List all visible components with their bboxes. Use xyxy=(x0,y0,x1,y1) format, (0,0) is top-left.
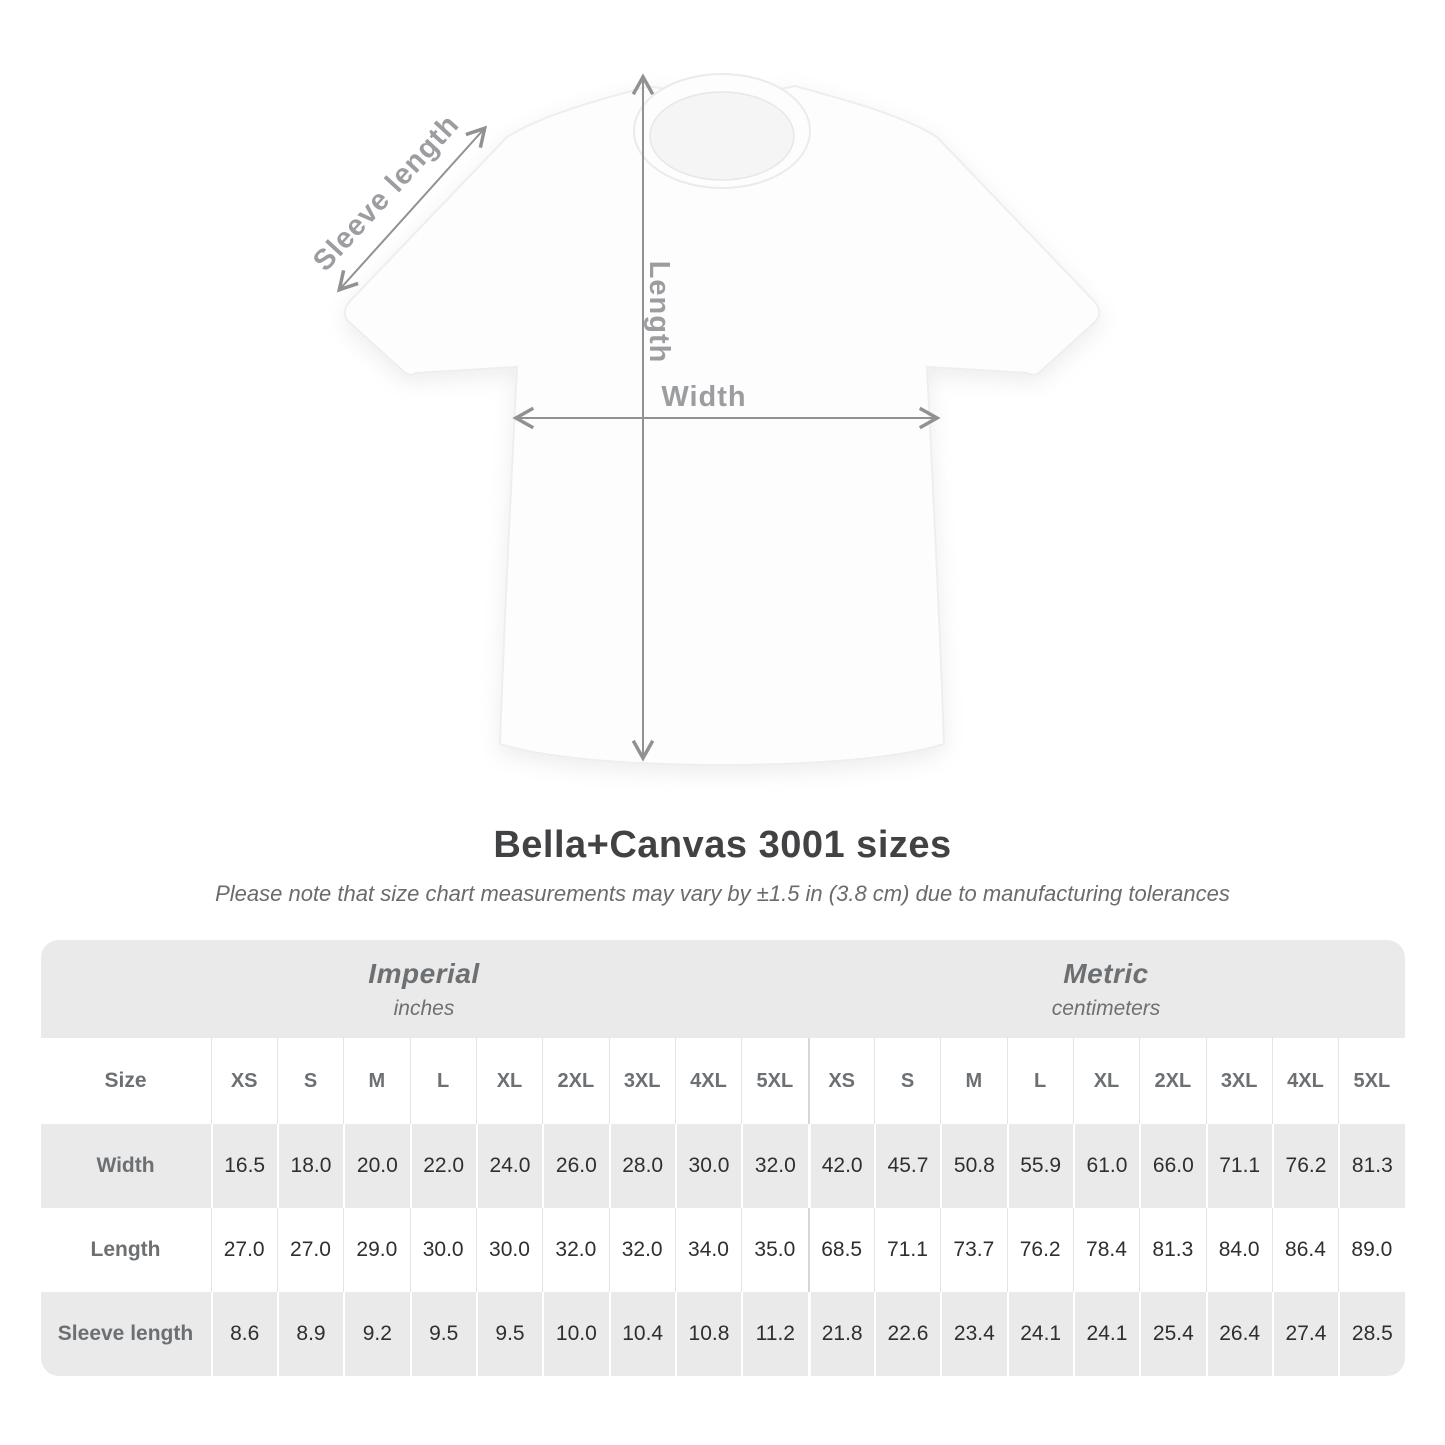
value-cell-metric-4xl: 27.4 xyxy=(1271,1292,1339,1376)
size-col-imperial-5xl: 5XL xyxy=(741,1038,808,1124)
size-col-metric-m: M xyxy=(940,1038,1007,1124)
size-col-imperial-xl: XL xyxy=(475,1038,543,1124)
sleeve-length-arrow xyxy=(336,125,488,293)
row-label-length: Length xyxy=(40,1208,211,1292)
value-cell-imperial-s: 27.0 xyxy=(276,1208,344,1292)
value-cell-imperial-5xl: 35.0 xyxy=(741,1208,808,1292)
page-title: Bella+Canvas 3001 sizes xyxy=(493,824,952,866)
size-col-imperial-4xl: 4XL xyxy=(674,1038,742,1124)
value-cell-imperial-2xl: 10.0 xyxy=(542,1292,609,1376)
value-cell-metric-m: 23.4 xyxy=(940,1292,1007,1376)
size-col-metric-l: L xyxy=(1006,1038,1073,1124)
value-cell-metric-5xl: 81.3 xyxy=(1338,1124,1405,1208)
value-cell-metric-xs: 42.0 xyxy=(807,1124,874,1208)
value-cell-metric-s: 71.1 xyxy=(873,1208,941,1292)
value-cell-metric-5xl: 89.0 xyxy=(1338,1208,1405,1292)
value-cell-metric-m: 50.8 xyxy=(940,1124,1007,1208)
size-col-imperial-l: L xyxy=(409,1038,476,1124)
size-col-metric-4xl: 4XL xyxy=(1271,1038,1339,1124)
value-cell-imperial-xs: 16.5 xyxy=(210,1124,277,1208)
value-cell-imperial-xs: 27.0 xyxy=(210,1208,277,1292)
value-cell-imperial-3xl: 28.0 xyxy=(608,1124,675,1208)
tshirt-diagram-svg: Sleeve length Length Width xyxy=(307,73,1101,767)
imperial-header: Imperial inches xyxy=(41,940,808,1038)
value-cell-imperial-xl: 24.0 xyxy=(475,1124,543,1208)
row-label-sleeve-length: Sleeve length xyxy=(40,1292,211,1376)
tshirt-measurement-diagram: Sleeve length Length Width xyxy=(307,73,1101,767)
value-cell-imperial-4xl: 34.0 xyxy=(674,1208,742,1292)
value-cell-metric-s: 45.7 xyxy=(873,1124,941,1208)
size-col-metric-2xl: 2XL xyxy=(1139,1038,1206,1124)
size-col-metric-xs: XS xyxy=(807,1038,874,1124)
size-header-row: Size XS S M L XL 2XL 3XL 4XL 5XL XS S M L XL 2XL 3XL 4XL… xyxy=(40,1038,1405,1124)
row-label-width: Width xyxy=(40,1124,211,1208)
value-cell-imperial-3xl: 32.0 xyxy=(608,1208,675,1292)
collar-inner xyxy=(649,91,795,181)
value-cell-imperial-xl: 9.5 xyxy=(475,1292,543,1376)
size-col-metric-5xl: 5XL xyxy=(1338,1038,1405,1124)
value-cell-metric-4xl: 86.4 xyxy=(1271,1208,1339,1292)
tshirt-graphic xyxy=(343,73,1101,767)
unit-header-row: Imperial inches Metric centimeters xyxy=(40,940,1405,1038)
value-cell-metric-3xl: 84.0 xyxy=(1205,1208,1272,1292)
table-row-length: Length 27.0 27.0 29.0 30.0 30.0 32.0 32.0 34.0 3… xyxy=(40,1208,1405,1292)
imperial-label: Imperial xyxy=(368,957,480,989)
value-cell-imperial-m: 29.0 xyxy=(343,1208,410,1292)
value-cell-metric-s: 22.6 xyxy=(873,1292,941,1376)
table-row-width: Width 16.5 18.0 20.0 22.0 24.0 26.0 28.0 30.0 32… xyxy=(40,1124,1405,1208)
size-col-imperial-xs: XS xyxy=(210,1038,277,1124)
value-cell-imperial-l: 9.5 xyxy=(409,1292,476,1376)
size-col-metric-s: S xyxy=(873,1038,941,1124)
value-cell-metric-2xl: 25.4 xyxy=(1139,1292,1206,1376)
value-cell-imperial-l: 22.0 xyxy=(409,1124,476,1208)
value-cell-imperial-m: 9.2 xyxy=(343,1292,410,1376)
tolerance-note: Please note that size chart measurements… xyxy=(215,881,1230,906)
value-cell-imperial-s: 18.0 xyxy=(276,1124,344,1208)
value-cell-metric-4xl: 76.2 xyxy=(1271,1124,1339,1208)
size-col-imperial-m: M xyxy=(343,1038,410,1124)
value-cell-metric-xl: 61.0 xyxy=(1072,1124,1140,1208)
table-row-sleeve-length: Sleeve length 8.6 8.9 9.2 9.5 9.5 10.0 10.4 10.… xyxy=(40,1292,1405,1376)
size-col-metric-3xl: 3XL xyxy=(1205,1038,1272,1124)
value-cell-metric-l: 24.1 xyxy=(1006,1292,1073,1376)
value-cell-metric-m: 73.7 xyxy=(940,1208,1007,1292)
value-cell-metric-xs: 68.5 xyxy=(807,1208,874,1292)
value-cell-metric-xs: 21.8 xyxy=(807,1292,874,1376)
size-column-label: Size xyxy=(40,1038,211,1124)
metric-unit-label: centimeters xyxy=(1051,996,1161,1020)
value-cell-imperial-xs: 8.6 xyxy=(210,1292,277,1376)
value-cell-imperial-l: 30.0 xyxy=(409,1208,476,1292)
value-cell-metric-2xl: 81.3 xyxy=(1139,1208,1206,1292)
value-cell-metric-5xl: 28.5 xyxy=(1338,1292,1405,1376)
value-cell-metric-3xl: 71.1 xyxy=(1205,1124,1272,1208)
value-cell-metric-3xl: 26.4 xyxy=(1205,1292,1272,1376)
length-label: Length xyxy=(643,261,675,364)
value-cell-imperial-5xl: 11.2 xyxy=(741,1292,808,1376)
value-cell-imperial-s: 8.9 xyxy=(276,1292,344,1376)
size-col-imperial-s: S xyxy=(276,1038,344,1124)
width-label: Width xyxy=(661,381,746,413)
value-cell-imperial-4xl: 10.8 xyxy=(674,1292,742,1376)
value-cell-imperial-2xl: 26.0 xyxy=(542,1124,609,1208)
size-col-imperial-2xl: 2XL xyxy=(542,1038,609,1124)
value-cell-metric-2xl: 66.0 xyxy=(1139,1124,1206,1208)
value-cell-imperial-3xl: 10.4 xyxy=(608,1292,675,1376)
metric-label: Metric xyxy=(1063,957,1149,989)
value-cell-metric-xl: 24.1 xyxy=(1072,1292,1140,1376)
value-cell-metric-xl: 78.4 xyxy=(1072,1208,1140,1292)
size-col-imperial-3xl: 3XL xyxy=(608,1038,675,1124)
imperial-unit-label: inches xyxy=(393,996,455,1020)
size-table: Imperial inches Metric centimeters Size … xyxy=(40,940,1405,1376)
metric-header: Metric centimeters xyxy=(808,940,1405,1038)
value-cell-imperial-m: 20.0 xyxy=(343,1124,410,1208)
value-cell-imperial-5xl: 32.0 xyxy=(741,1124,808,1208)
value-cell-metric-l: 76.2 xyxy=(1006,1208,1073,1292)
value-cell-imperial-4xl: 30.0 xyxy=(674,1124,742,1208)
value-cell-imperial-2xl: 32.0 xyxy=(542,1208,609,1292)
size-col-metric-xl: XL xyxy=(1072,1038,1140,1124)
value-cell-imperial-xl: 30.0 xyxy=(475,1208,543,1292)
value-cell-metric-l: 55.9 xyxy=(1006,1124,1073,1208)
